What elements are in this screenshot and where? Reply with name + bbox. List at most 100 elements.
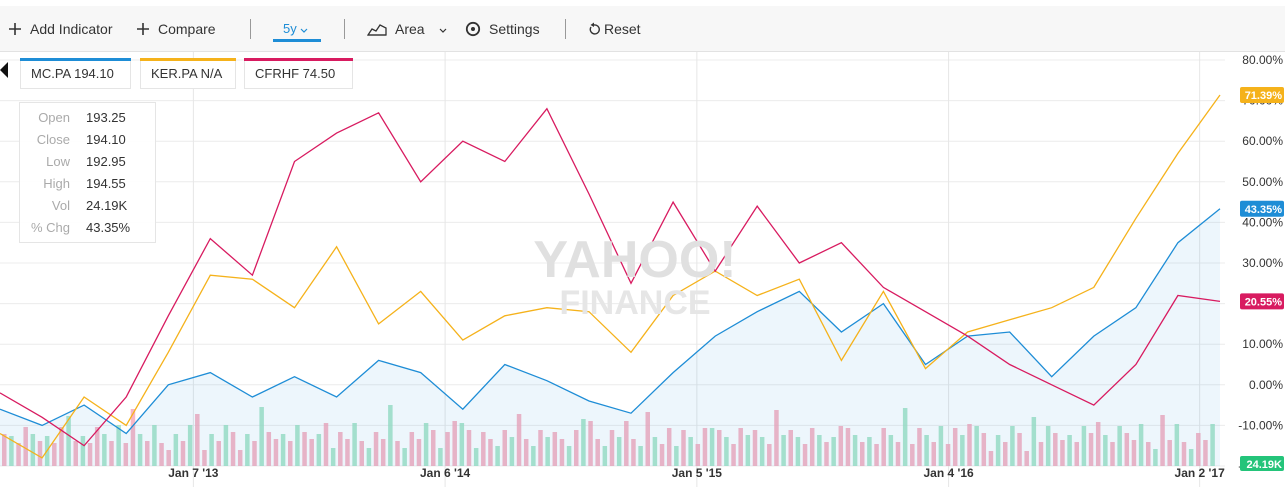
volume-bar: [280, 434, 286, 466]
legend-item-mcpa[interactable]: MC.PA 194.10: [20, 58, 131, 89]
series-line: [0, 208, 1221, 435]
last-value-label: 71.39%: [1245, 90, 1283, 102]
volume-bar: [9, 436, 14, 466]
volume-bar: [759, 437, 765, 466]
volume-bar: [109, 441, 114, 466]
volume-bar: [352, 423, 357, 466]
volume-bar: [1117, 426, 1122, 466]
volume-bar: [1103, 435, 1108, 466]
volume-bar: [1017, 433, 1022, 466]
volume-bar: [531, 446, 536, 466]
ohlc-row: Low 192.95: [20, 154, 157, 176]
volume-bar: [59, 427, 64, 466]
legend-item-cfrhf[interactable]: CFRHF 74.50: [244, 58, 353, 89]
volume-bar: [938, 426, 944, 466]
ohlc-row: High 194.55: [20, 176, 157, 198]
volume-bar: [638, 446, 643, 466]
collapse-arrow-icon[interactable]: [0, 62, 8, 78]
add-indicator-button[interactable]: Add Indicator: [8, 6, 113, 51]
volume-bar: [1024, 451, 1029, 466]
x-tick-label: Jan 4 '16: [923, 466, 974, 480]
volume-bar: [159, 443, 164, 466]
settings-button[interactable]: Settings: [465, 6, 540, 51]
volume-bar: [659, 444, 665, 466]
volume-bar: [173, 434, 179, 466]
chart-toolbar: Add Indicator Compare 5y Area Settings: [0, 6, 1285, 52]
range-selector[interactable]: 5y: [283, 6, 308, 51]
plus-icon: [136, 22, 150, 36]
volume-bar: [845, 428, 851, 466]
ohlc-value: 24.19K: [86, 198, 128, 213]
price-chart: YAHOO!FINANCE80.00%70.00%60.00%50.00%40.…: [0, 52, 1284, 487]
chart-area[interactable]: YAHOO!FINANCE80.00%70.00%60.00%50.00%40.…: [0, 52, 1285, 487]
volume-bar: [831, 437, 836, 466]
volume-bar: [952, 428, 958, 466]
chart-type-selector[interactable]: Area: [367, 6, 447, 51]
reset-button[interactable]: Reset: [588, 6, 641, 51]
volume-bar: [1196, 433, 1201, 466]
y-tick-label: 80.00%: [1242, 53, 1283, 67]
volume-bar: [431, 430, 436, 466]
volume-bar: [595, 439, 600, 466]
volume-bar: [974, 426, 979, 466]
volume-bar: [180, 441, 186, 466]
y-tick-label: 40.00%: [1242, 215, 1283, 229]
volume-bar: [1181, 442, 1187, 466]
ohlc-row: Close 194.10: [20, 132, 157, 154]
volume-bar: [309, 439, 314, 466]
volume-bar: [745, 435, 751, 466]
volume-bar: [888, 435, 894, 466]
volume-bar: [1124, 433, 1130, 466]
volume-bar: [767, 444, 772, 466]
volume-bar: [1088, 433, 1094, 466]
legend-item-kerpa[interactable]: KER.PA N/A: [140, 58, 236, 89]
x-tick-label: Jan 5 '15: [672, 466, 723, 480]
volume-bar: [323, 423, 329, 466]
volume-bar: [230, 432, 236, 466]
volume-bar: [1153, 449, 1158, 466]
volume-bar: [931, 442, 936, 466]
volume-bar: [802, 444, 808, 466]
volume-bars: [2, 405, 1215, 466]
volume-bar: [874, 444, 879, 466]
y-tick-label: -10.00%: [1238, 418, 1283, 432]
y-tick-label: 10.00%: [1242, 337, 1283, 351]
volume-bar: [145, 441, 150, 466]
compare-button[interactable]: Compare: [136, 6, 216, 51]
range-label: 5y: [283, 21, 297, 36]
volume-bar: [166, 450, 171, 466]
volume-bar: [481, 432, 486, 466]
volume-bar: [380, 439, 386, 466]
toolbar-divider: [565, 19, 566, 39]
volume-bar: [516, 414, 522, 466]
ohlc-row: Open 193.25: [20, 110, 157, 132]
volume-bar: [1210, 424, 1215, 466]
volume-bar: [602, 446, 608, 466]
volume-bar: [717, 430, 722, 466]
legend-label: CFRHF 74.50: [255, 66, 336, 81]
volume-bar: [259, 407, 264, 466]
last-value-tag: [1240, 293, 1284, 310]
volume-bar: [824, 442, 829, 466]
volume-bar: [566, 446, 572, 466]
chevron-down-icon: [439, 21, 447, 37]
volume-bar: [588, 421, 593, 466]
volume-bar: [1010, 426, 1015, 466]
volume-bar: [87, 443, 93, 466]
volume-bar: [1074, 442, 1079, 466]
volume-bar: [94, 427, 100, 466]
volume-bar: [202, 450, 207, 466]
volume-bar: [330, 448, 336, 466]
ohlc-key: High: [43, 176, 70, 191]
add-indicator-label: Add Indicator: [30, 20, 113, 37]
volume-bar: [674, 446, 679, 466]
toolbar-divider: [344, 19, 345, 39]
volume-bar: [1095, 422, 1101, 466]
last-value-label: 43.35%: [1245, 204, 1283, 216]
volume-bar: [452, 421, 457, 466]
volume-bar: [788, 430, 793, 466]
legend-label: KER.PA N/A: [151, 66, 223, 81]
volume-bar: [402, 448, 407, 466]
volume-bar: [295, 425, 300, 466]
volume-bar: [1003, 442, 1008, 466]
